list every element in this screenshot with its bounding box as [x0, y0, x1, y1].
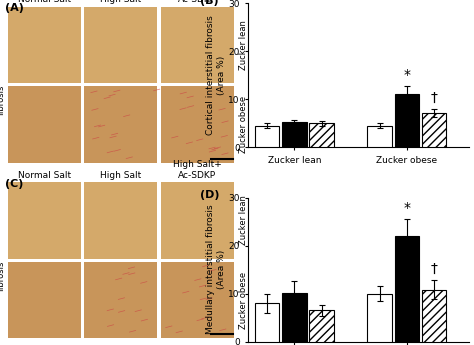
Y-axis label: Medullary interstitial fibrosis
(Area %): Medullary interstitial fibrosis (Area %): [206, 205, 226, 334]
FancyBboxPatch shape: [8, 86, 81, 163]
Bar: [394, 93, 419, 147]
Text: High Salt: High Salt: [100, 171, 141, 180]
Bar: [394, 236, 419, 342]
Text: High Salt+
Ac-SDKP: High Salt+ Ac-SDKP: [173, 0, 221, 4]
Text: Normal Salt: Normal Salt: [18, 0, 71, 4]
Text: *: *: [403, 201, 410, 215]
FancyBboxPatch shape: [84, 7, 157, 83]
Bar: [282, 293, 307, 342]
FancyBboxPatch shape: [84, 262, 157, 338]
Bar: [367, 294, 392, 342]
Bar: [255, 303, 280, 342]
Bar: [422, 290, 446, 342]
Text: (C): (C): [5, 179, 23, 189]
FancyBboxPatch shape: [8, 7, 81, 83]
Bar: [310, 310, 334, 342]
FancyBboxPatch shape: [161, 86, 234, 163]
FancyBboxPatch shape: [161, 262, 234, 338]
Text: Zucker lean: Zucker lean: [239, 196, 248, 245]
FancyBboxPatch shape: [161, 182, 234, 259]
FancyBboxPatch shape: [8, 262, 81, 338]
Text: Medullary interstitial fibrosis: Medullary interstitial fibrosis: [0, 260, 6, 303]
Text: (A): (A): [5, 3, 24, 13]
FancyBboxPatch shape: [84, 182, 157, 259]
FancyBboxPatch shape: [161, 7, 234, 83]
Text: Normal Salt: Normal Salt: [18, 171, 71, 180]
Text: (D): (D): [200, 190, 219, 200]
Bar: [310, 124, 334, 147]
Text: Cortical interstitial fibrosis: Cortical interstitial fibrosis: [0, 85, 6, 128]
Bar: [282, 122, 307, 147]
Text: †: †: [430, 262, 438, 276]
FancyBboxPatch shape: [84, 86, 157, 163]
Text: Zucker lean: Zucker lean: [239, 20, 248, 70]
Bar: [422, 113, 446, 147]
FancyBboxPatch shape: [8, 182, 81, 259]
Bar: [255, 126, 280, 147]
Text: Zucker obese: Zucker obese: [239, 96, 248, 153]
Text: High Salt+
Ac-SDKP: High Salt+ Ac-SDKP: [173, 160, 221, 180]
Text: *: *: [403, 68, 410, 82]
Text: †: †: [430, 91, 438, 105]
Text: High Salt: High Salt: [100, 0, 141, 4]
Text: (B): (B): [200, 0, 218, 6]
Bar: [367, 126, 392, 147]
Text: Zucker obese: Zucker obese: [239, 272, 248, 329]
Y-axis label: Cortical interstitial fibrosis
(Area %): Cortical interstitial fibrosis (Area %): [206, 16, 226, 135]
